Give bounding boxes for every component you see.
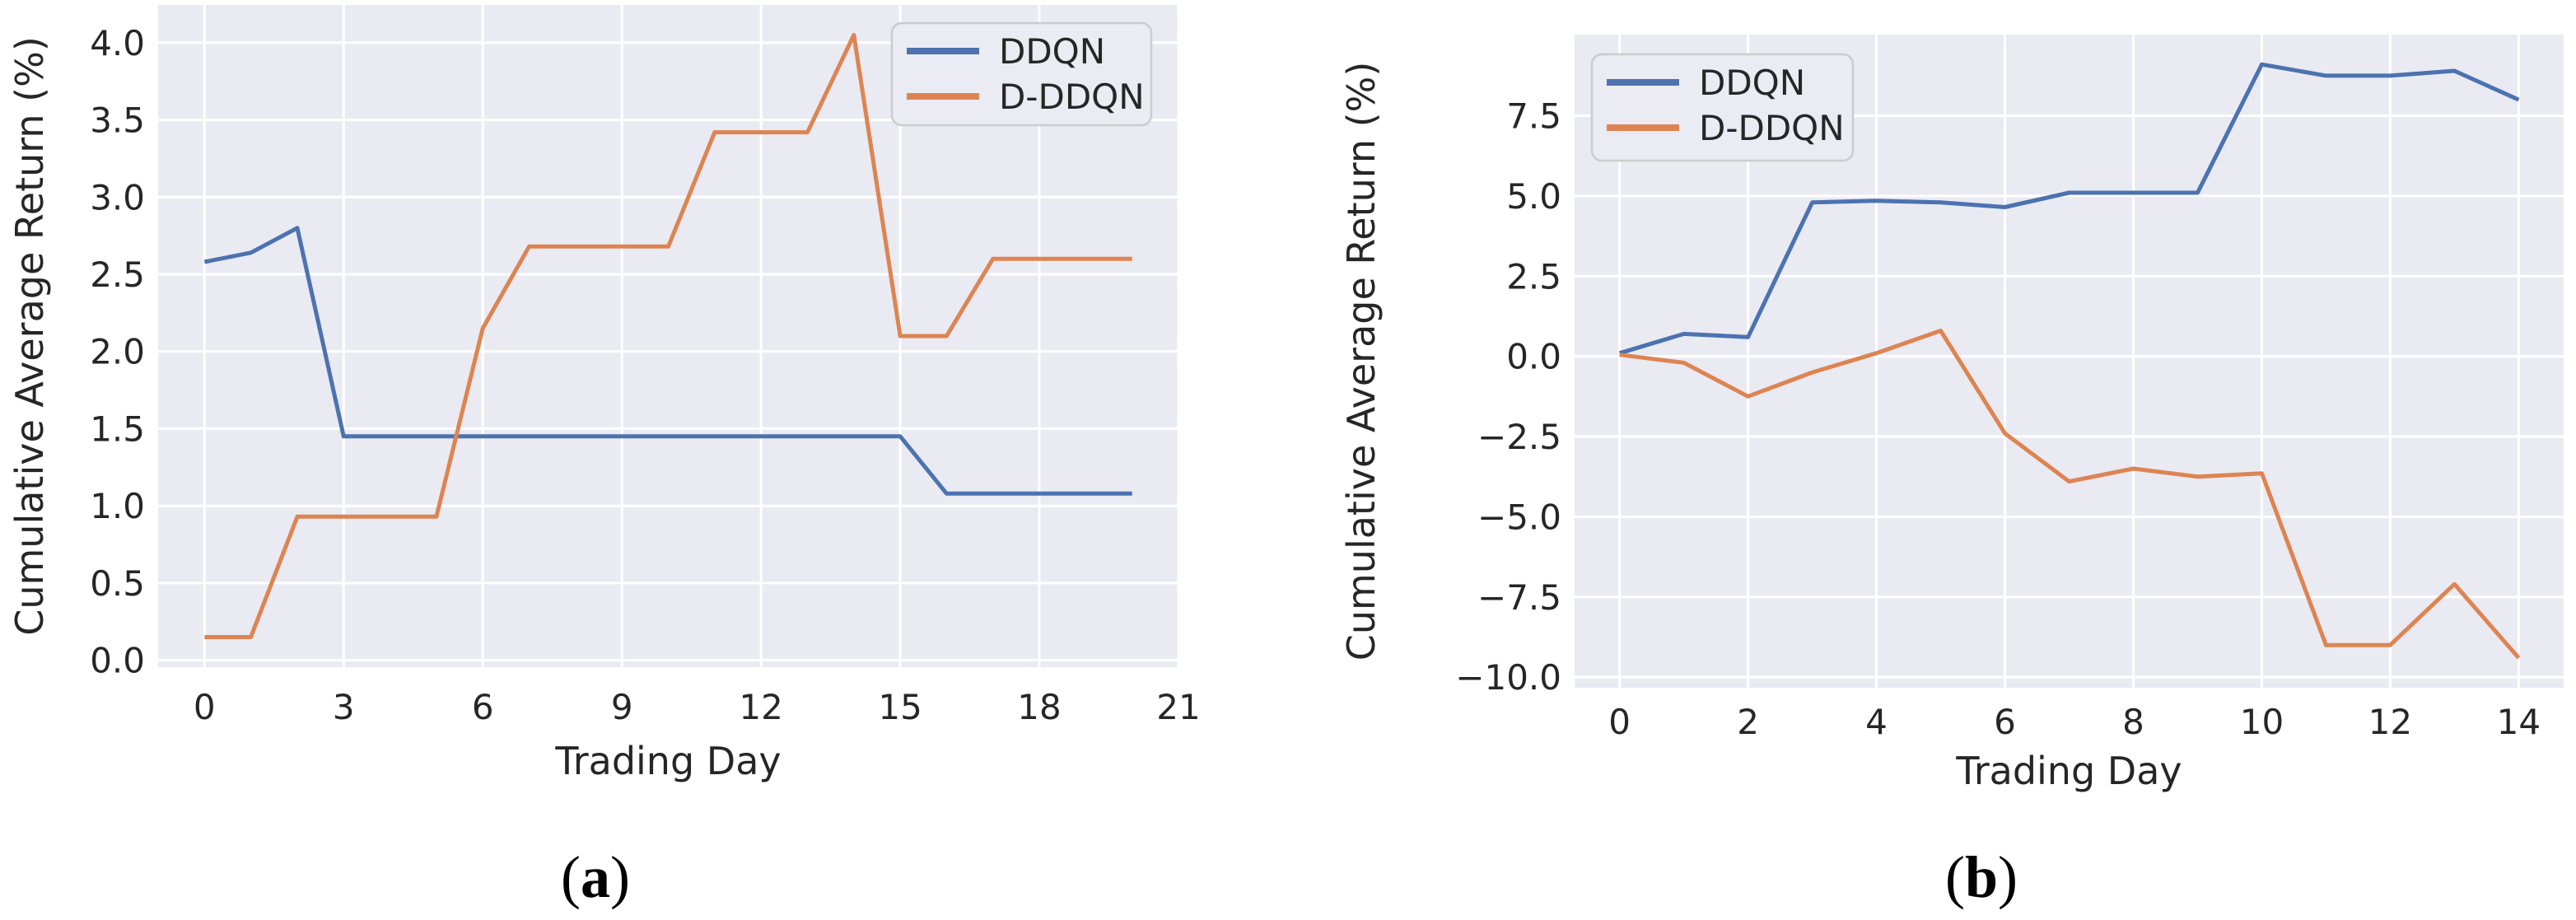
y-tick-label: −7.5 [1477,577,1561,618]
chart-panel-b: 0 2 4 6 8 10 12 14 −10.0 −7.5 −5.0 −2.5 0.0 2.5 5.0 7.5… [1339,35,2564,793]
x-tick-label: 15 [878,687,922,727]
x-tick-label: 4 [1865,702,1888,742]
x-tick-label: 0 [1608,702,1631,742]
x-tick-label: 8 [2122,702,2144,742]
y-tick-label: 4.0 [90,23,145,63]
caption-b-paren-open: ( [1944,844,1965,910]
x-tick-label: 18 [1017,687,1061,727]
x-tick-label: 10 [2240,702,2284,742]
legend-label-ddqn: DDQN [1699,63,1805,103]
y-tick-label: −2.5 [1477,417,1561,457]
y-tick-label: 0.0 [1506,337,1561,377]
y-tick-label: 1.5 [90,409,145,449]
series-line-d-ddqn [1619,329,2521,660]
y-tick-label: 0.0 [90,641,145,681]
legend-label-ddqn: DDQN [999,31,1105,72]
caption-a-paren-open: ( [561,844,581,910]
x-axis-label: Trading Day [1955,749,2182,793]
series-line-d-ddqn [204,33,1132,639]
chart-panel-a: 0 3 6 9 12 15 18 21 0.0 0.5 1.0 1.5 2.0 2.5 3.0 3.5 4.0 T… [7,5,1201,783]
y-tick-label: 0.5 [90,563,145,604]
y-tick-label: 5.0 [1506,176,1561,217]
x-axis-label: Trading Day [554,739,781,783]
y-axis-label: Cumulative Average Return (%) [7,36,52,636]
caption-a: (a) [472,844,719,910]
y-tick-label: −5.0 [1477,497,1561,537]
x-tick-label: 9 [611,687,633,727]
caption-b-letter: b [1964,844,1999,910]
caption-b: (b) [1858,844,2105,910]
x-tick-label: 3 [333,687,355,727]
y-tick-label: 3.5 [90,100,145,141]
x-tick-label: 0 [194,687,216,727]
y-tick-label: 3.0 [90,177,145,217]
x-tick-label: 14 [2497,702,2541,742]
y-axis-label: Cumulative Average Return (%) [1339,62,1384,661]
y-tick-label: 7.5 [1506,96,1561,137]
y-tick-label: −10.0 [1455,657,1561,698]
x-tick-label: 12 [739,687,782,727]
y-tick-label: 2.5 [1506,256,1561,297]
series-line-ddqn [1618,62,2520,356]
legend-label-d-ddqn: D-DDQN [1699,108,1845,148]
x-tick-label: 2 [1737,702,1759,742]
series-line-ddqn [203,226,1132,496]
caption-a-paren-close: ) [610,844,630,910]
caption-b-paren-close: ) [1998,844,2018,910]
legend-label-d-ddqn: D-DDQN [999,77,1145,117]
y-tick-label: 2.5 [90,255,145,295]
x-tick-label: 21 [1156,687,1200,727]
y-tick-label: 2.0 [90,332,145,372]
x-tick-label: 6 [472,687,494,727]
y-tick-label: 1.0 [90,486,145,526]
x-tick-label: 6 [1994,702,2016,742]
x-tick-label: 12 [2368,702,2412,742]
caption-a-letter: a [581,844,610,910]
